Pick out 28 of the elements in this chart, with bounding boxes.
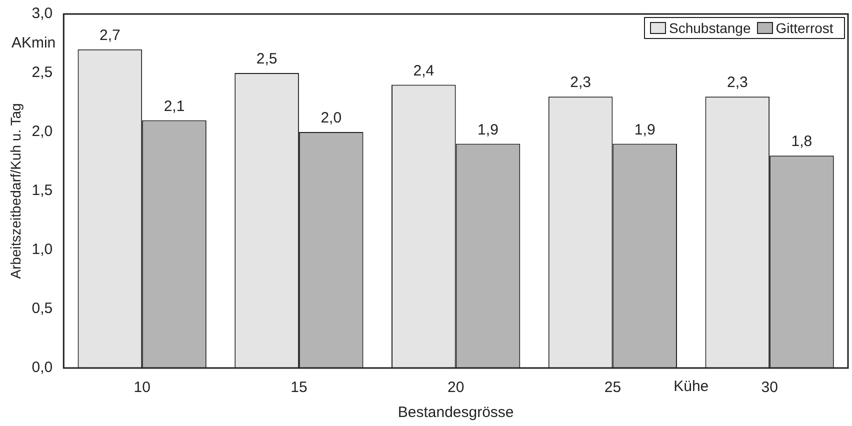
x-tick-label: 30 <box>761 379 778 396</box>
text: AKmin <box>11 34 56 52</box>
y-tick-label: 2,5 <box>32 64 53 82</box>
x-tick-label: 25 <box>604 379 622 396</box>
data-label: 2,5 <box>256 50 278 68</box>
data-label: 2,0 <box>320 110 342 127</box>
data-label: 2,7 <box>100 27 120 44</box>
y-tick-label: 3,0 <box>32 5 53 22</box>
data-label: 1,9 <box>478 121 498 138</box>
data-label: 2,3 <box>726 74 748 92</box>
data-label: 2,4 <box>413 62 434 80</box>
y-tick-label: 0,0 <box>32 359 53 376</box>
text: Kühe <box>674 378 709 396</box>
data-label: 2,1 <box>164 98 185 115</box>
y-tick-label: 2,0 <box>32 123 53 140</box>
y-axis-title: Arbeitszeitbedarf/Kuh u. Tag <box>7 103 24 279</box>
x-tick-label: 20 <box>447 379 464 396</box>
y-tick-label: 0,5 <box>32 300 53 318</box>
data-label: 1,9 <box>634 121 656 138</box>
x-tick-label: 10 <box>134 379 150 396</box>
y-tick-label: 1,5 <box>32 182 53 200</box>
data-label: 2,3 <box>570 74 591 92</box>
x-axis-title: Bestandesgrösse <box>398 404 514 422</box>
y-tick-label: 1,0 <box>32 241 53 258</box>
data-label: 1,8 <box>791 133 812 150</box>
legend-label: Schubstange <box>669 20 751 36</box>
legend-label: Gitterrost <box>776 20 834 36</box>
x-tick-label: 15 <box>290 379 308 396</box>
